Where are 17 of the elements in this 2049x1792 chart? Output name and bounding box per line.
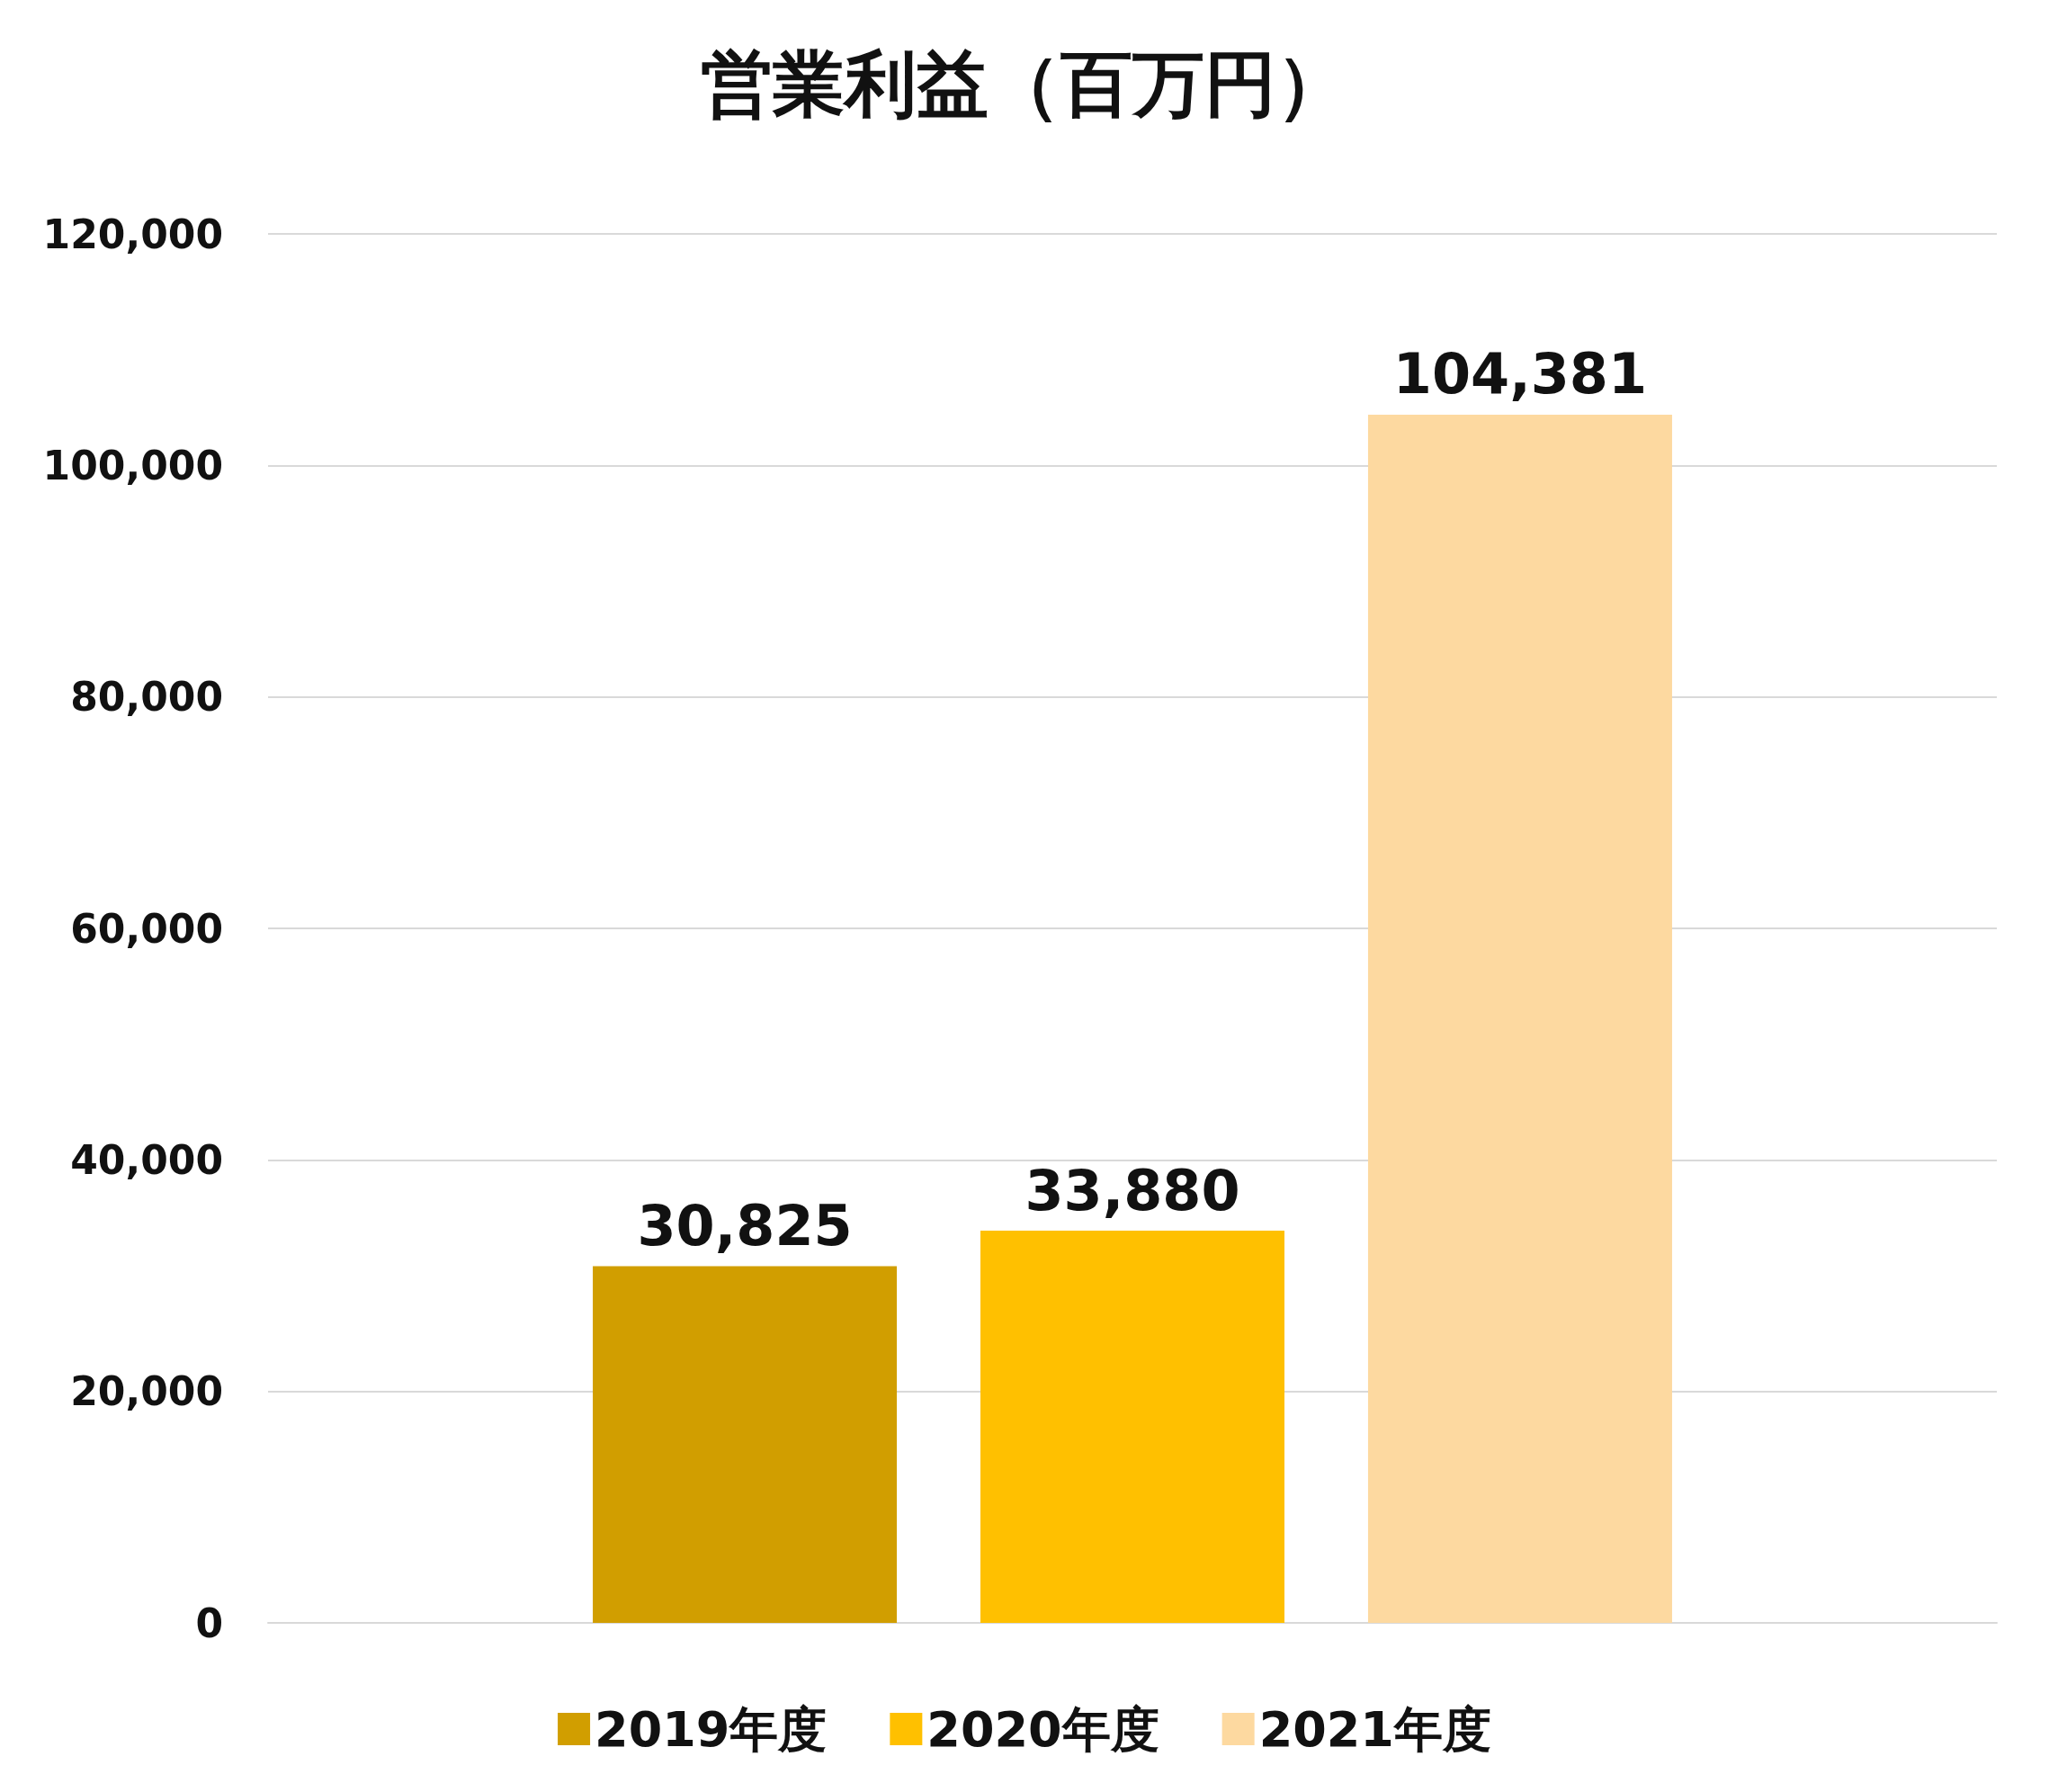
legend-label: 2021年度: [1258, 1700, 1491, 1758]
data-label: 30,825: [637, 1192, 853, 1259]
y-tick-label: 100,000: [42, 442, 223, 488]
bar: [593, 1266, 898, 1623]
legend-label: 2019年度: [595, 1700, 828, 1758]
y-tick-label: 80,000: [70, 674, 223, 721]
y-tick-label: 120,000: [42, 211, 223, 257]
data-label: 33,880: [1024, 1157, 1240, 1223]
legend-label: 2020年度: [926, 1700, 1159, 1758]
bar: [1367, 414, 1672, 1623]
data-label: 104,381: [1392, 341, 1648, 408]
y-tick-label: 60,000: [70, 905, 223, 952]
bar: [980, 1231, 1284, 1623]
y-tick-label: 0: [195, 1599, 223, 1646]
y-tick-label: 40,000: [70, 1136, 223, 1183]
chart-title: 営業利益（百万円）: [701, 41, 1348, 126]
y-tick-label: 20,000: [70, 1368, 223, 1415]
